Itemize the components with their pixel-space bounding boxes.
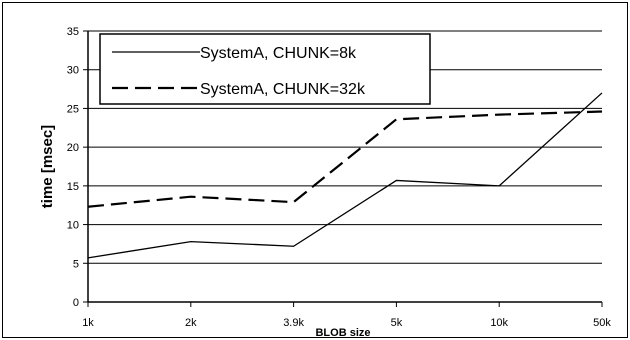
series-line-1 (87, 92, 603, 259)
axes (87, 31, 602, 303)
x-tick-label: 5k (391, 317, 403, 329)
x-tick-label: 10k (490, 317, 508, 329)
legend-box (99, 33, 431, 105)
y-tick-label: 5 (73, 258, 79, 270)
x-tick-label: 2k (185, 317, 197, 329)
legend: SystemA, CHUNK=8k SystemA, CHUNK=32k (99, 33, 431, 105)
y-ticks: 0 5 10 15 20 25 30 35 (67, 26, 88, 309)
series-lines (87, 92, 603, 259)
x-tick-label: 1k (82, 317, 94, 329)
y-tick-label: 20 (67, 142, 79, 154)
y-tick-label: 0 (73, 297, 79, 309)
legend-label-1: SystemA, CHUNK=8k (200, 45, 357, 62)
x-ticks: 1k 2k 3.9k 5k 10k 50k (82, 302, 611, 329)
y-tick-label: 35 (67, 26, 79, 38)
legend-label-2: SystemA, CHUNK=32k (200, 81, 366, 98)
y-tick-label: 10 (67, 220, 79, 232)
y-tick-label: 30 (67, 65, 79, 77)
y-axis-title: time [msec] (39, 125, 56, 208)
x-tick-label: 50k (593, 317, 611, 329)
x-axis-title: BLOB size (315, 327, 370, 339)
y-tick-label: 15 (67, 181, 79, 193)
series-line-2 (87, 110, 603, 208)
x-tick-label: 3.9k (283, 317, 304, 329)
y-tick-label: 25 (67, 103, 79, 115)
